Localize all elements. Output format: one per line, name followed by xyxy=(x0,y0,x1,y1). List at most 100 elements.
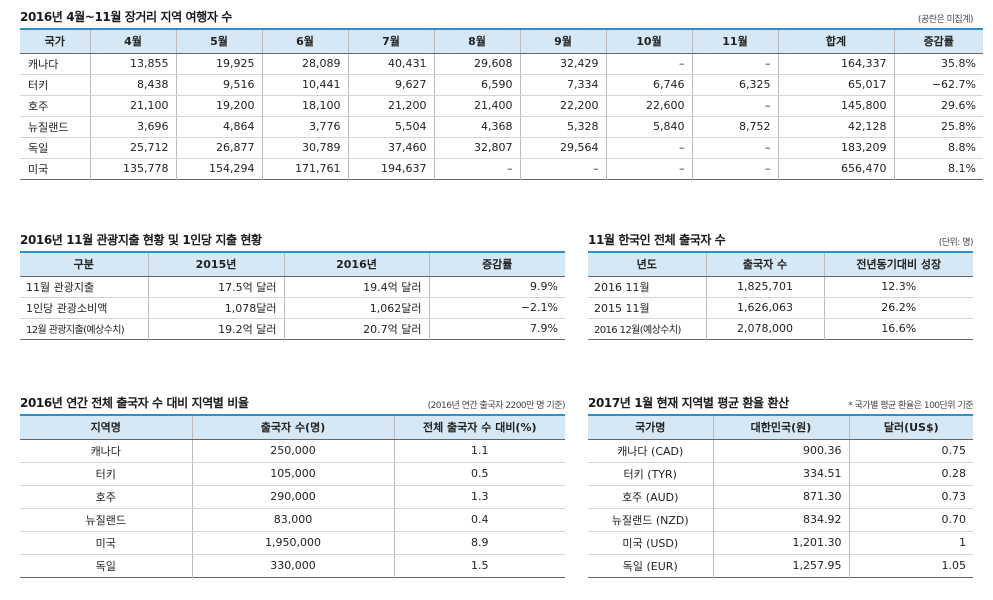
table-cell: 호주 (AUD) xyxy=(588,485,714,509)
table-cell: 터키 xyxy=(20,74,91,96)
table-cell: 135,778 xyxy=(90,158,177,179)
table-cell: 1,825,701 xyxy=(706,276,825,298)
departures-section: 11월 한국인 전체 출국자 수 (단위: 명) 년도 출국자 수 전년동기대비… xyxy=(588,233,974,340)
table-cell: 호주 xyxy=(20,485,193,509)
table-cell: 1.5 xyxy=(471,559,489,572)
table-cell: 독일 xyxy=(20,554,193,577)
table-cell: 6,590 xyxy=(434,74,521,96)
table-row: 터키 (TYR) 334.51 0.28 xyxy=(588,462,973,486)
table-cell: 1,257.95 xyxy=(713,554,850,577)
table-cell: 캐나다 xyxy=(20,439,193,463)
travelers-note: (공란은 미집계) xyxy=(917,15,974,25)
table-row: 터키 105,000 0.5 xyxy=(20,462,565,486)
column-header: 증감률 xyxy=(894,29,983,54)
table-cell: 1,626,063 xyxy=(706,297,825,319)
table-cell: 8.8% xyxy=(894,137,983,159)
column-header: 2016년 xyxy=(284,252,430,277)
table-header-row: 구분 2015년 2016년 증감률 xyxy=(20,252,565,277)
table-cell: 29,564 xyxy=(520,137,607,159)
column-header: 8월 xyxy=(434,29,521,54)
table-cell: – xyxy=(606,137,693,159)
table-cell: 40,431 xyxy=(348,53,435,75)
table-row: 독일 330,000 1.5 xyxy=(20,554,565,577)
table-cell: 29.6% xyxy=(894,95,983,117)
table-cell: 7,334 xyxy=(520,74,607,96)
table-cell: 0.70 xyxy=(849,508,973,532)
table-cell: 19,925 xyxy=(176,53,263,75)
table-cell: 21,200 xyxy=(348,95,435,117)
column-header: 구분 xyxy=(20,252,149,277)
table-cell: – xyxy=(692,158,779,179)
table-cell: 11월 관광지출 xyxy=(20,276,149,298)
table-cell: 25,712 xyxy=(90,137,177,159)
table-cell: 32,429 xyxy=(520,53,607,75)
table-cell: 8,438 xyxy=(90,74,177,96)
table-cell: 21,100 xyxy=(90,95,177,117)
ratio-section: 2016년 연간 전체 출국자 수 대비 지역별 비율 (2016년 연간 출국… xyxy=(20,396,566,578)
table-cell: 834.92 xyxy=(713,508,850,532)
table-cell: 8,752 xyxy=(692,116,779,138)
column-header: 11월 xyxy=(692,29,779,54)
table-row: 터키 8,438 9,516 10,441 9,627 6,590 7,334 … xyxy=(20,74,983,96)
travelers-header: 2016년 4월~11월 장거리 지역 여행자 수 (공란은 미집계) xyxy=(20,10,974,28)
table-cell: – xyxy=(606,158,693,179)
table-cell: – xyxy=(606,53,693,75)
table-header-row: 국가명 대한민국(원) 달러(US$) xyxy=(588,415,973,440)
table-cell: 터키 xyxy=(20,462,193,486)
table-row: 호주 21,100 19,200 18,100 21,200 21,400 22… xyxy=(20,95,983,117)
travelers-section: 2016년 4월~11월 장거리 지역 여행자 수 (공란은 미집계) 국가 4… xyxy=(20,10,983,180)
table-cell: 154,294 xyxy=(176,158,263,179)
table-cell: 2015 11월 xyxy=(588,297,707,319)
table-cell: 32,807 xyxy=(434,137,521,159)
table-cell: 330,000 xyxy=(192,554,395,577)
column-header: 증감률 xyxy=(429,252,565,277)
table-header-row: 국가 4월 5월 6월 7월 8월 9월 10월 11월 합계 증감률 xyxy=(20,29,983,54)
table-cell: 0.75 xyxy=(849,439,973,463)
table-cell: 17.5억 달러 xyxy=(148,276,285,298)
spending-header: 2016년 11월 관광지출 현황 및 1인당 지출 현황 xyxy=(20,233,565,251)
table-cell: 0.4 xyxy=(394,508,565,532)
exchange-note: * 국가별 평균 환율은 100단위 기준 xyxy=(848,401,973,411)
table-row: 뉴질랜드 83,000 0.4 xyxy=(20,508,565,532)
table-cell: – xyxy=(520,158,607,179)
table-cell: 83,000 xyxy=(192,508,395,532)
table-cell: 9,627 xyxy=(348,74,435,96)
table-cell: −2.1% xyxy=(429,297,565,319)
table-cell: 9.9% xyxy=(429,276,565,298)
table-cell: 1.1 xyxy=(394,439,565,463)
table-cell: 호주 xyxy=(20,95,91,117)
column-header: 국가 xyxy=(20,29,91,54)
table-cell: 26.2% xyxy=(824,297,973,319)
column-header: 합계 xyxy=(778,29,895,54)
travelers-table: 국가 4월 5월 6월 7월 8월 9월 10월 11월 합계 증감률 캐나다 … xyxy=(20,28,983,180)
table-cell: 29,608 xyxy=(434,53,521,75)
table-row: 11월 관광지출 17.5억 달러 19.4억 달러 9.9% xyxy=(20,276,565,298)
table-row: 2015 11월 1,626,063 26.2% xyxy=(588,297,973,319)
table-cell: 6,325 xyxy=(692,74,779,96)
exchange-table: 국가명 대한민국(원) 달러(US$) 캐나다 (CAD) 900.36 0.7… xyxy=(588,414,973,578)
table-row: 독일 25,712 26,877 30,789 37,460 32,807 29… xyxy=(20,137,983,159)
ratio-title: 2016년 연간 전체 출국자 수 대비 지역별 비율 xyxy=(20,396,249,410)
column-header: 출국자 수(명) xyxy=(192,415,395,440)
table-cell: 뉴질랜드 xyxy=(20,116,91,138)
table-row: 호주 290,000 1.3 xyxy=(20,485,565,509)
column-header: 10월 xyxy=(606,29,693,54)
table-row: 호주 (AUD) 871.30 0.73 xyxy=(588,485,973,509)
table-cell: 194,637 xyxy=(348,158,435,179)
table-cell: 171,761 xyxy=(262,158,349,179)
table-cell: 105,000 xyxy=(192,462,395,486)
exchange-section: 2017년 1월 현재 지역별 평균 환율 환산 * 국가별 평균 환율은 10… xyxy=(588,396,973,578)
ratio-note: (2016년 연간 출국자 2200만 명 기준) xyxy=(427,401,566,411)
table-cell: 9,516 xyxy=(176,74,263,96)
table-row: 12월 관광지출(예상수치) 19.2억 달러 20.7억 달러 7.9% xyxy=(20,318,565,339)
column-header: 6월 xyxy=(262,29,349,54)
travelers-title: 2016년 4월~11월 장거리 지역 여행자 수 xyxy=(20,10,232,24)
table-cell: – xyxy=(692,95,779,117)
table-cell: – xyxy=(692,137,779,159)
table-cell: 1.3 xyxy=(394,485,565,509)
table-cell: 뉴질랜드 xyxy=(20,508,193,532)
table-cell: 뉴질랜드 (NZD) xyxy=(588,508,714,532)
ratio-table: 지역명 출국자 수(명) 전체 출국자 수 대비(%) 캐나다 250,000 … xyxy=(20,414,565,578)
table-cell: 65,017 xyxy=(778,74,895,96)
table-cell: 캐나다 xyxy=(20,53,91,75)
